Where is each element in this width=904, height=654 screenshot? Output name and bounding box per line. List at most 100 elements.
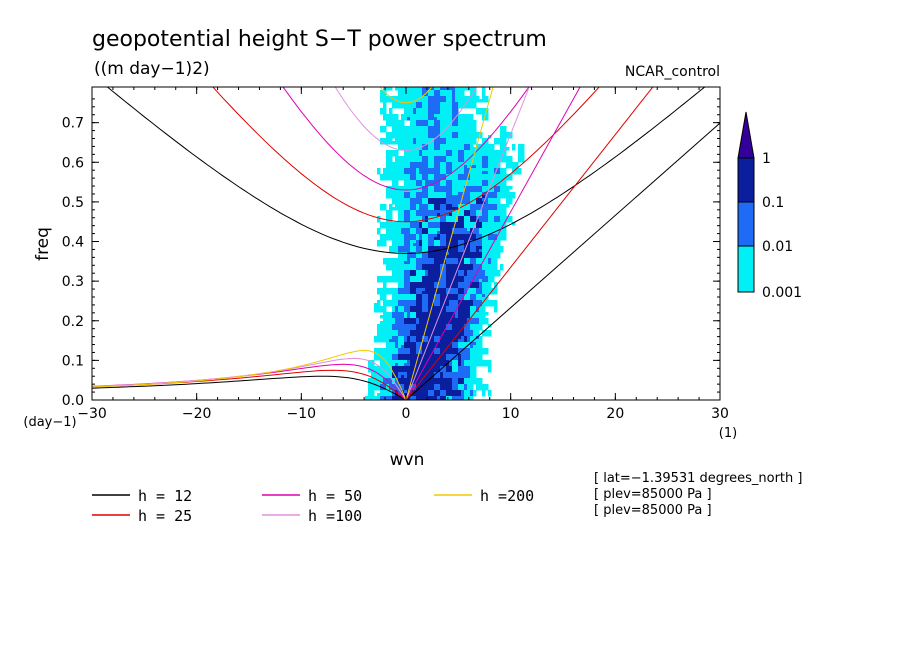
spectrum-cell	[440, 312, 444, 316]
spectrum-cell	[449, 351, 453, 355]
spectrum-cell	[500, 231, 504, 235]
spectrum-cell	[398, 258, 402, 262]
spectrum-cell	[437, 150, 441, 154]
spectrum-cell	[389, 210, 393, 214]
spectrum-cell	[434, 141, 438, 145]
spectrum-cell	[404, 390, 408, 394]
spectrum-cell	[461, 363, 465, 367]
spectrum-cell	[410, 342, 414, 346]
spectrum-cell	[476, 252, 480, 256]
spectrum-cell	[428, 246, 432, 250]
spectrum-cell	[401, 264, 405, 268]
spectrum-cell	[464, 204, 468, 208]
spectrum-cell	[452, 363, 456, 367]
spectrum-cell	[464, 231, 468, 235]
spectrum-cell	[386, 318, 390, 322]
spectrum-cell	[386, 216, 390, 220]
spectrum-cell	[419, 351, 423, 355]
spectrum-cell	[422, 192, 426, 196]
spectrum-cell	[428, 96, 432, 100]
spectrum-cell	[419, 306, 423, 310]
spectrum-cell	[473, 219, 477, 223]
spectrum-cell	[410, 207, 414, 211]
dispersion-kelvin-4	[405, 87, 494, 400]
spectrum-cell	[416, 165, 420, 169]
spectrum-cell	[446, 144, 450, 148]
spectrum-cell	[434, 303, 438, 307]
spectrum-cell	[413, 279, 417, 283]
spectrum-cell	[422, 330, 426, 334]
spectrum-cell	[383, 279, 387, 283]
spectrum-cell	[434, 279, 438, 283]
spectrum-cell	[428, 393, 432, 397]
spectrum-cell	[488, 273, 492, 277]
spectrum-cell	[404, 126, 408, 130]
spectrum-cell	[476, 291, 480, 295]
spectrum-cell	[452, 177, 456, 181]
spectrum-cell	[479, 216, 483, 220]
spectrum-cell	[389, 168, 393, 172]
spectrum-cell	[446, 111, 450, 115]
spectrum-cell	[464, 240, 468, 244]
spectrum-cell	[380, 222, 384, 226]
spectrum-cell	[431, 204, 435, 208]
spectrum-cell	[464, 114, 468, 118]
spectrum-cell	[482, 276, 486, 280]
spectrum-cell	[497, 165, 501, 169]
spectrum-cell	[479, 231, 483, 235]
spectrum-cell	[461, 204, 465, 208]
spectrum-cell	[461, 210, 465, 214]
spectrum-cell	[380, 378, 384, 382]
spectrum-cell	[500, 264, 504, 268]
spectrum-cell	[383, 366, 387, 370]
spectrum-cell	[431, 261, 435, 265]
spectrum-cell	[494, 189, 498, 193]
spectrum-cell	[473, 378, 477, 382]
spectrum-cell	[410, 318, 414, 322]
spectrum-cell	[485, 180, 489, 184]
spectrum-cell	[485, 279, 489, 283]
spectrum-cell	[461, 207, 465, 211]
spectrum-cell	[458, 87, 462, 91]
spectrum-cell	[434, 162, 438, 166]
spectrum-cell	[389, 303, 393, 307]
spectrum-cell	[395, 354, 399, 358]
spectrum-cell	[422, 183, 426, 187]
spectrum-cell	[422, 177, 426, 181]
spectrum-cell	[377, 228, 381, 232]
spectrum-cell	[440, 93, 444, 97]
spectrum-cell	[404, 132, 408, 136]
spectrum-cell	[434, 252, 438, 256]
spectrum-cell	[392, 270, 396, 274]
spectrum-cell	[464, 300, 468, 304]
spectrum-cell	[425, 132, 429, 136]
spectrum-cell	[395, 123, 399, 127]
spectrum-cell	[434, 195, 438, 199]
spectrum-cell	[458, 318, 462, 322]
spectrum-cell	[443, 354, 447, 358]
spectrum-cell	[392, 105, 396, 109]
spectrum-cell	[395, 189, 399, 193]
spectrum-cell	[467, 105, 471, 109]
spectrum-cell	[491, 240, 495, 244]
spectrum-cell	[488, 210, 492, 214]
spectrum-cell	[395, 351, 399, 355]
spectrum-cell	[434, 177, 438, 181]
spectrum-cell	[431, 357, 435, 361]
spectrum-cell	[500, 267, 504, 271]
spectrum-cell	[458, 207, 462, 211]
spectrum-cell	[431, 243, 435, 247]
spectrum-cell	[428, 168, 432, 172]
spectrum-cell	[452, 351, 456, 355]
spectrum-cell	[401, 321, 405, 325]
spectrum-cell	[416, 297, 420, 301]
spectrum-cell	[401, 186, 405, 190]
spectrum-cell	[455, 279, 459, 283]
spectrum-cell	[431, 396, 435, 400]
spectrum-cell	[479, 297, 483, 301]
spectrum-cell	[395, 96, 399, 100]
spectrum-cell	[428, 171, 432, 175]
spectrum-cell	[383, 321, 387, 325]
spectrum-cell	[467, 213, 471, 217]
spectrum-cell	[416, 207, 420, 211]
